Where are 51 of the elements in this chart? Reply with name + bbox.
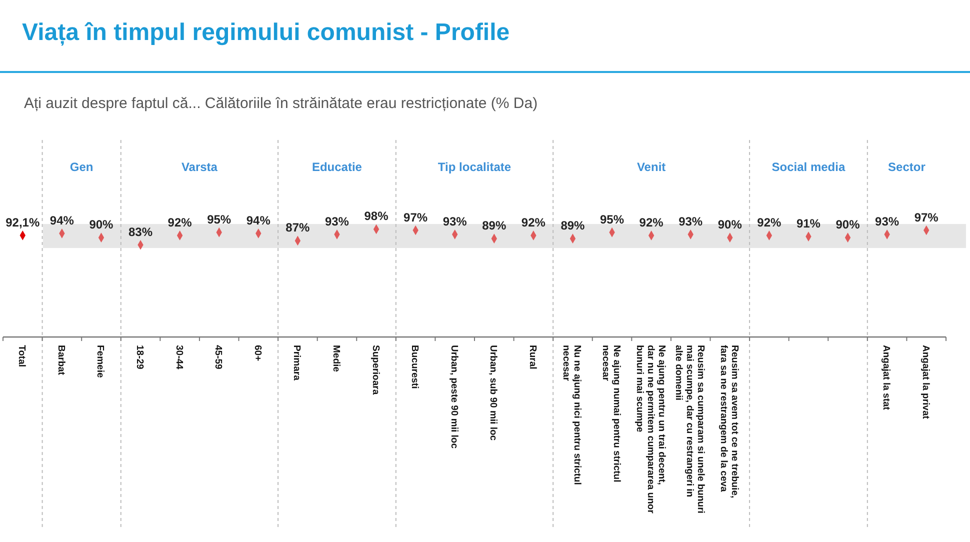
data-label: 90%: [836, 218, 860, 232]
x-tick-label: Medie: [330, 345, 342, 372]
x-tick-label: Primara: [291, 345, 302, 382]
data-label: 91%: [796, 216, 821, 231]
text: Social media: [772, 160, 846, 174]
chart-title: Viața în timpul regimului comunist - Profile: [22, 19, 510, 46]
x-tick-label: Bucuresti: [409, 345, 420, 389]
data-label: 97%: [914, 210, 939, 224]
x-tick-label: Urban, sub 90 mii loc: [488, 345, 499, 441]
data-label: 93%: [875, 214, 900, 228]
data-label: 94%: [50, 213, 74, 228]
data-label: 95%: [600, 212, 624, 226]
data-label: 93%: [678, 214, 703, 228]
data-label: 94%: [246, 213, 271, 228]
text: Venit: [636, 160, 666, 174]
data-label: 95%: [207, 212, 232, 226]
data-label: 87%: [286, 220, 310, 235]
x-tick-label: 60+: [252, 345, 263, 362]
data-label: 93%: [442, 214, 468, 228]
data-label: 90%: [718, 218, 742, 232]
x-tick-label: 45-59: [212, 345, 224, 370]
text: Varsta: [181, 160, 218, 174]
text: Gen: [70, 160, 94, 174]
chart-subtitle: Ați auzit despre faptul că... Călătoriile în străinătate erau restricționate (% Da): [24, 95, 538, 112]
data-label: 83%: [128, 224, 153, 239]
x-tick-label: Urban, peste 90 mii loc: [448, 345, 460, 448]
x-tick-label: Femeie: [94, 345, 106, 378]
text: Tip localitate: [438, 160, 512, 174]
text: Educatie: [312, 160, 362, 174]
x-tick-label: Ne ajung numai pentru strictul necesar: [600, 345, 622, 482]
data-label: 98%: [364, 209, 389, 224]
x-tick-label: Angajat la privat: [920, 345, 931, 420]
x-tick-label: Nu ne ajung nici pentru strictul necesar: [560, 345, 583, 485]
x-tick-label: Rural: [526, 345, 538, 370]
data-label: 92%: [168, 215, 192, 230]
data-label: 97%: [404, 210, 428, 224]
data-label: 89%: [560, 218, 586, 233]
data-label: 90%: [89, 218, 114, 232]
x-tick-label: Total: [16, 345, 28, 367]
x-tick-label: Superioara: [370, 345, 381, 396]
x-tick-label: 18-29: [134, 345, 146, 370]
data-label: 89%: [482, 218, 506, 233]
data-label: 92%: [757, 215, 782, 230]
data-label: 92,1%: [6, 215, 40, 230]
data-label: 92%: [521, 215, 546, 230]
x-tick-label: Barbat: [55, 345, 66, 376]
data-label: 92%: [639, 215, 664, 230]
data-label: 93%: [324, 214, 350, 228]
x-tick-label: Angajat la stat: [880, 345, 892, 411]
x-tick-label: 30-44: [173, 345, 184, 370]
text: Sector: [888, 160, 926, 174]
